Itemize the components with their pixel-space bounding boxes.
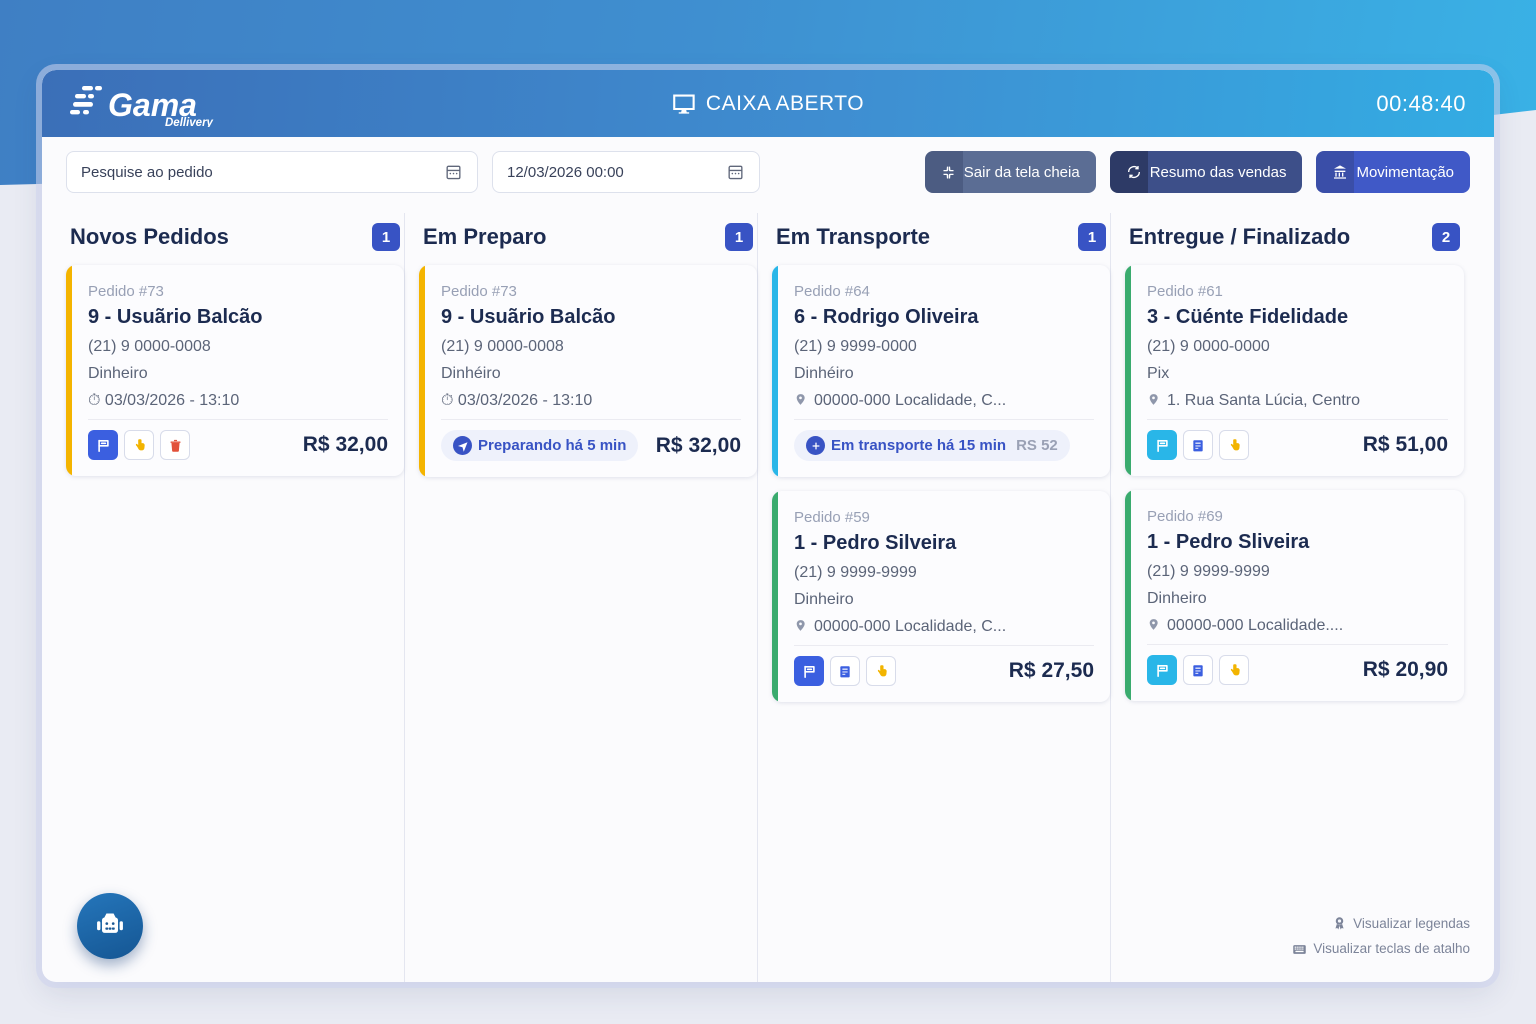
svg-text:Dellivery: Dellivery — [165, 117, 214, 127]
